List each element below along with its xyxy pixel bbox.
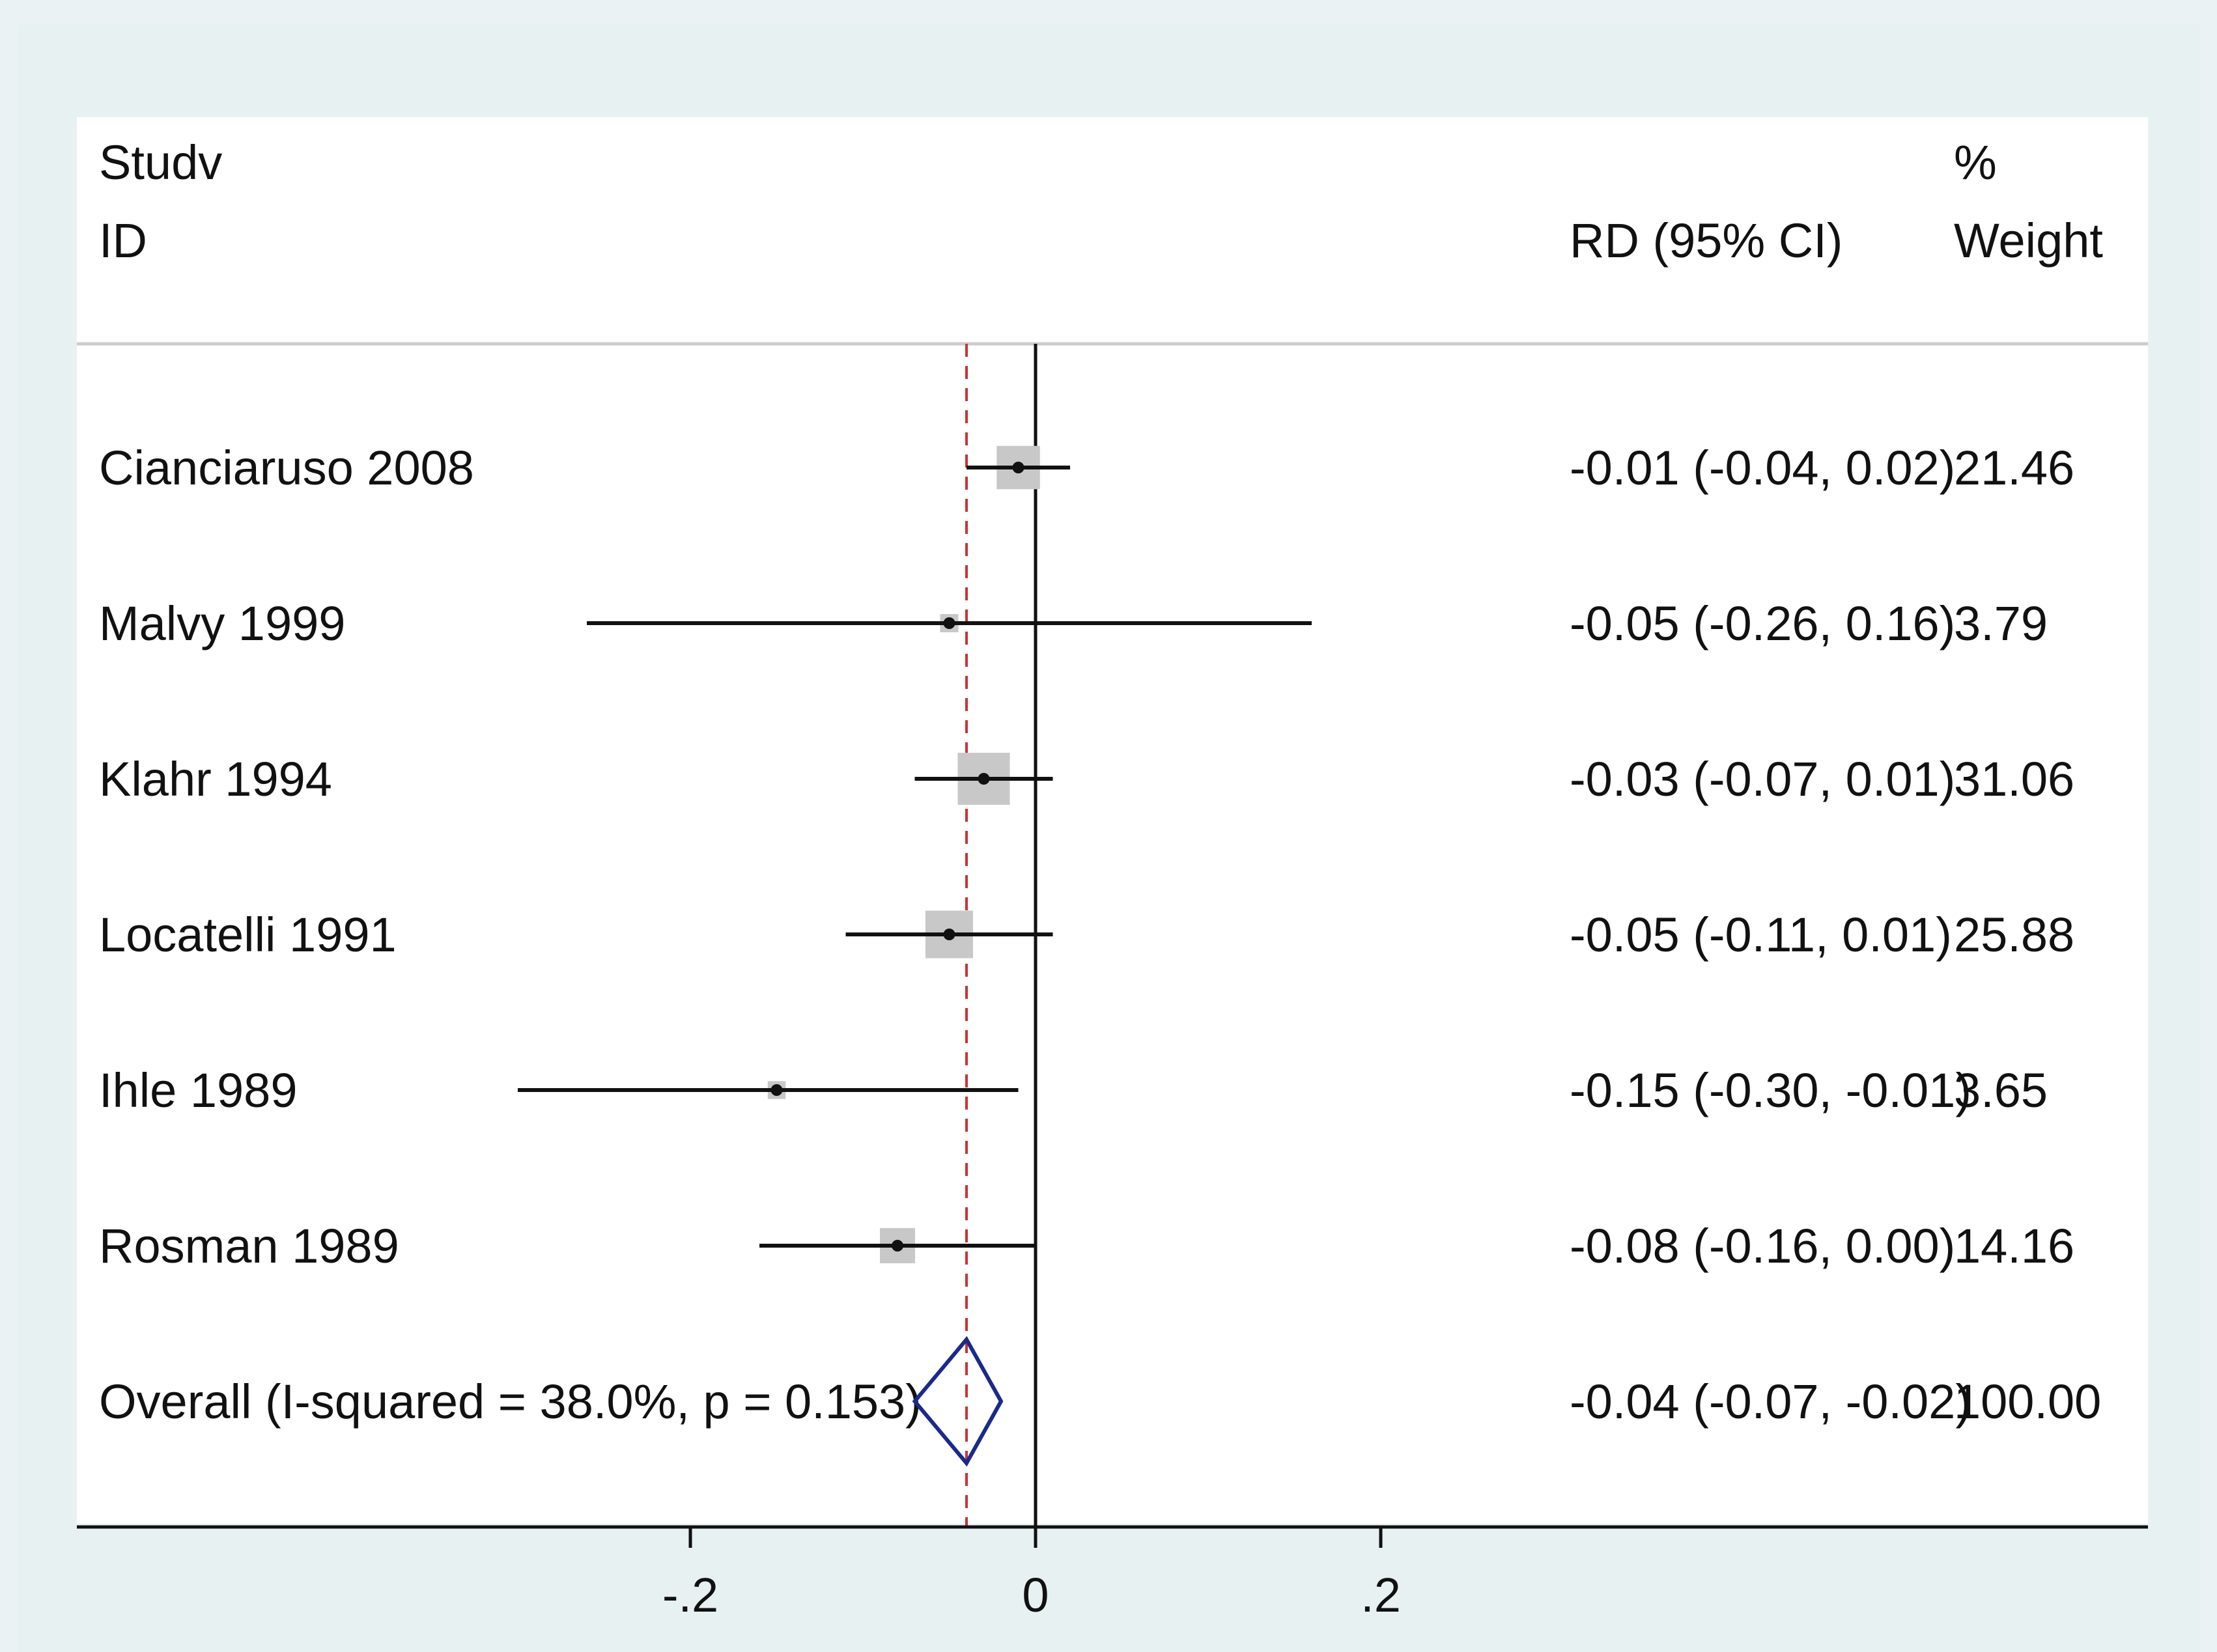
point-estimate — [978, 773, 990, 785]
overall-row: Overall (I-squared = 38.0%, p = 0.153) -0… — [99, 1336, 2101, 1467]
study-header-line1: Studv — [99, 135, 222, 189]
study-label: Locatelli 1991 — [99, 908, 397, 962]
study-header-line2: ID — [99, 214, 147, 268]
overall-weight-text: 100.00 — [1954, 1375, 2101, 1429]
study-row: Locatelli 1991 -0.05 (-0.11, 0.01) 25.88 — [99, 908, 2074, 962]
study-ci-text: -0.05 (-0.26, 0.16) — [1570, 596, 1955, 651]
weight-header-line1: % — [1954, 135, 1997, 189]
overall-diamond — [912, 1336, 1004, 1467]
point-estimate — [943, 929, 955, 940]
estimate-header: RD (95% CI) — [1570, 214, 1843, 268]
study-ci-text: -0.15 (-0.30, -0.01) — [1570, 1063, 1971, 1117]
x-tick-label: -.2 — [662, 1568, 718, 1622]
study-row: Ihle 1989 -0.15 (-0.30, -0.01)3.65 — [99, 1063, 2048, 1117]
study-ci-text: -0.03 (-0.07, 0.01) — [1570, 752, 1955, 806]
study-label: Cianciaruso 2008 — [99, 441, 474, 495]
study-weight-text: 25.88 — [1954, 908, 2074, 962]
study-row: Rosman 1989 -0.08 (-0.16, 0.00)14.16 — [99, 1219, 2074, 1273]
study-weight-text: 31.06 — [1954, 752, 2074, 806]
study-weight-text: 3.65 — [1954, 1063, 2048, 1117]
point-estimate — [892, 1240, 903, 1252]
study-label: Klahr 1994 — [99, 752, 332, 806]
point-estimate — [1012, 462, 1024, 473]
study-label: Malvy 1999 — [99, 596, 345, 651]
study-row: Malvy 1999 -0.05 (-0.26, 0.16)3.79 — [99, 596, 2048, 651]
study-row: Cianciaruso 2008 -0.01 (-0.04, 0.02)21.46 — [99, 441, 2074, 495]
x-axis: -.2 0 .2 — [77, 1525, 2148, 1622]
plot-panel — [77, 117, 2148, 1524]
weight-header-line2: Weight — [1954, 214, 2103, 268]
study-ci-text: -0.08 (-0.16, 0.00) — [1570, 1219, 1955, 1273]
study-weight-text: 3.79 — [1954, 596, 2048, 651]
overall-ci-text: -0.04 (-0.07, -0.02) — [1570, 1375, 1971, 1429]
point-estimate — [943, 617, 955, 629]
study-weight-text: 21.46 — [1954, 441, 2074, 495]
x-tick-label: .2 — [1361, 1568, 1401, 1622]
point-estimate — [770, 1084, 783, 1096]
study-rows: Cianciaruso 2008 -0.01 (-0.04, 0.02)21.46… — [99, 344, 2101, 1527]
study-label: Rosman 1989 — [99, 1219, 399, 1273]
study-ci-text: -0.01 (-0.04, 0.02) — [1570, 441, 1955, 495]
overall-label: Overall (I-squared = 38.0%, p = 0.153) — [99, 1375, 922, 1429]
study-row: Klahr 1994 -0.03 (-0.07, 0.01)31.06 — [99, 752, 2074, 806]
x-tick-label: 0 — [1022, 1568, 1049, 1622]
study-label: Ihle 1989 — [99, 1063, 298, 1117]
study-weight-text: 14.16 — [1954, 1219, 2074, 1273]
study-ci-text: -0.05 (-0.11, 0.01) — [1570, 908, 1952, 962]
